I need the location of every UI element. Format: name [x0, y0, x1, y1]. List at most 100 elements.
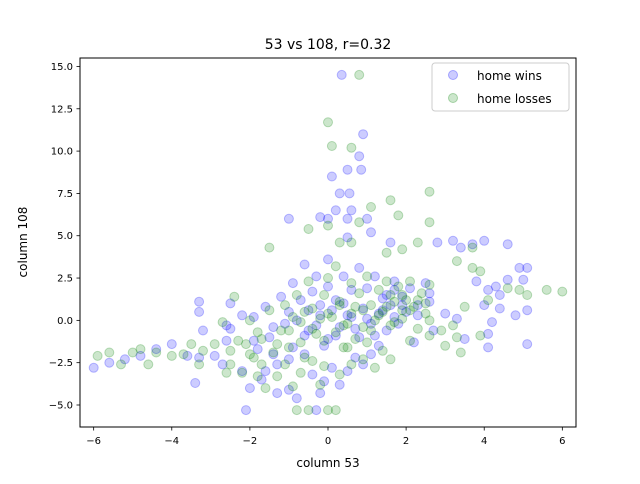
series-home-losses [92, 69, 568, 416]
data-point [268, 347, 279, 358]
data-point [311, 328, 322, 339]
data-point [377, 306, 388, 317]
data-point [440, 308, 451, 319]
data-point [408, 301, 419, 312]
data-point [397, 244, 408, 255]
data-point [358, 303, 369, 314]
data-point [334, 369, 345, 380]
data-point [326, 171, 337, 182]
data-point [256, 374, 267, 385]
data-point [338, 298, 349, 309]
data-point [373, 310, 384, 321]
data-point [479, 300, 490, 311]
data-point [405, 305, 415, 316]
data-point [377, 293, 388, 304]
data-point [510, 310, 521, 321]
data-point [104, 347, 115, 358]
data-point [397, 305, 408, 316]
data-point [350, 334, 361, 344]
data-point [334, 322, 345, 333]
data-point [319, 290, 330, 300]
data-point [248, 352, 259, 363]
data-point [369, 271, 380, 282]
data-point [424, 186, 435, 197]
data-point [389, 317, 400, 328]
data-point [366, 202, 376, 212]
data-point [420, 298, 431, 309]
data-point [303, 325, 314, 336]
data-point [241, 339, 251, 350]
data-point [283, 325, 294, 336]
data-point [475, 266, 486, 277]
data-point [366, 300, 376, 311]
data-point [377, 345, 388, 356]
data-point [225, 359, 236, 370]
data-point [401, 295, 412, 306]
data-point [280, 359, 290, 370]
x-tick-label: 4 [481, 436, 487, 447]
data-point [475, 330, 486, 341]
data-point [291, 315, 302, 326]
data-point [323, 254, 333, 265]
data-point [194, 359, 205, 370]
data-point [307, 323, 318, 334]
data-point [346, 205, 357, 216]
data-point [342, 164, 353, 175]
data-point [373, 340, 384, 351]
data-point [377, 305, 388, 316]
data-point [319, 335, 330, 346]
data-point [330, 261, 341, 272]
data-point [280, 300, 290, 311]
data-point [225, 345, 236, 356]
data-point [330, 205, 341, 216]
data-point [397, 291, 408, 302]
data-point [354, 332, 365, 343]
data-point [272, 388, 283, 399]
data-point [346, 284, 357, 295]
data-point [389, 296, 400, 307]
data-point [381, 247, 392, 258]
data-point [326, 305, 337, 316]
data-point [323, 273, 333, 283]
data-point [283, 342, 294, 353]
data-point [323, 213, 333, 224]
data-point [412, 300, 423, 311]
data-point [264, 242, 275, 253]
data-point [440, 340, 451, 351]
data-point [522, 262, 533, 273]
data-point [424, 288, 435, 299]
data-point [315, 300, 326, 311]
data-point [522, 339, 533, 350]
data-point [405, 276, 415, 287]
data-point [389, 312, 400, 322]
data-point [283, 306, 294, 317]
data-point [346, 359, 357, 370]
x-axis-ticks: −6 −4 −2 0 2 4 6 [86, 427, 566, 447]
data-point [287, 381, 298, 392]
data-point [194, 352, 205, 363]
data-point [295, 295, 306, 306]
data-point [416, 288, 427, 299]
data-point [237, 366, 248, 377]
data-point [346, 278, 357, 289]
data-point [330, 327, 341, 338]
data-point [291, 393, 302, 404]
data-point [291, 405, 302, 416]
data-point [319, 361, 330, 372]
data-point [428, 325, 439, 336]
data-point [467, 239, 478, 250]
data-point [276, 291, 287, 302]
data-point [166, 339, 177, 350]
legend: home wins home losses [431, 62, 570, 112]
data-point [389, 276, 400, 287]
data-point [366, 227, 376, 238]
data-point [393, 318, 404, 329]
data-point [490, 281, 501, 292]
data-points [88, 69, 568, 416]
data-point [451, 332, 462, 343]
y-tick-label: 15.0 [51, 62, 73, 73]
data-point [237, 367, 248, 378]
data-point [483, 284, 494, 295]
data-point [514, 284, 525, 295]
data-point [330, 295, 341, 306]
